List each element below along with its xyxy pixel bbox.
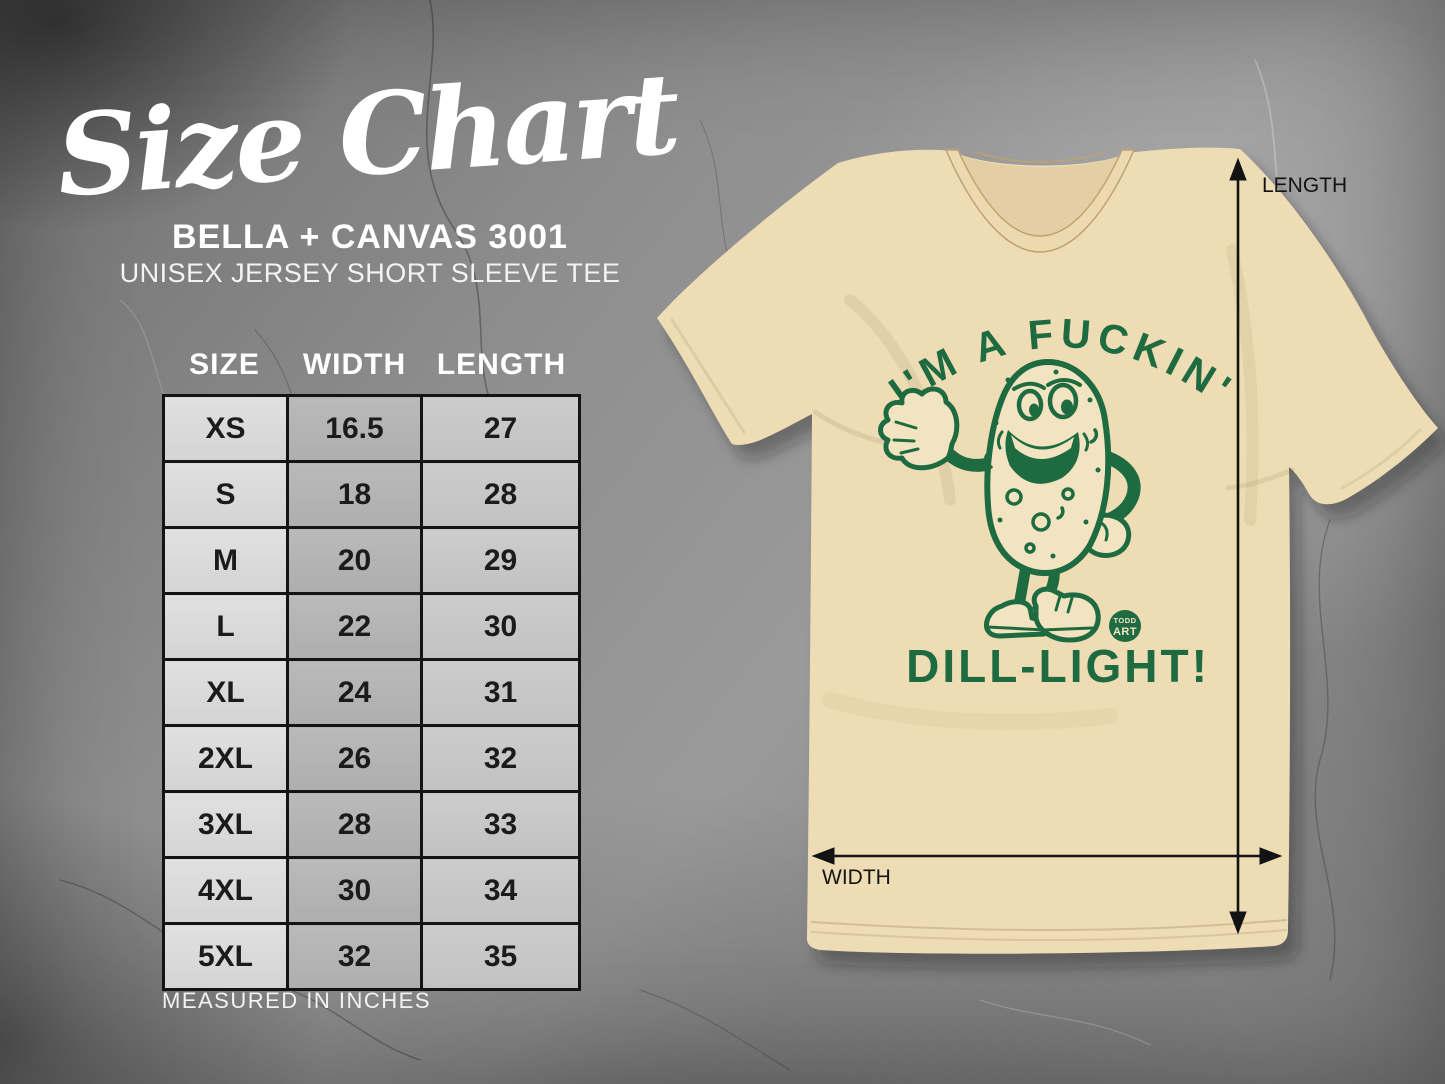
pickle-design: I'M A FUCKIN' — [878, 310, 1244, 692]
table-row: 3XL 28 33 — [162, 790, 581, 859]
table-row: S 18 28 — [162, 460, 581, 529]
pickle-mouth — [1005, 430, 1080, 484]
size-cell: 2XL — [162, 724, 289, 793]
column-header-width: WIDTH — [302, 348, 407, 381]
length-cell: 29 — [420, 526, 581, 595]
size-cell: S — [162, 460, 289, 529]
width-cell: 18 — [286, 460, 423, 529]
width-label: WIDTH — [822, 866, 891, 889]
svg-text:ART: ART — [1113, 626, 1137, 638]
table-row: XL 24 31 — [162, 658, 581, 727]
size-cell: XS — [162, 394, 289, 463]
fabric-wrinkles — [670, 244, 1422, 942]
pickle-hand — [878, 386, 960, 471]
length-cell: 28 — [420, 460, 581, 529]
table-row: XS 16.5 27 — [162, 394, 581, 463]
units-footnote: MEASURED IN INCHES — [162, 988, 432, 1013]
table-row: 4XL 30 34 — [162, 856, 581, 925]
collar — [944, 149, 1136, 253]
tshirt-mockup: I'M A FUCKIN' — [657, 147, 1445, 968]
size-cell: 3XL — [162, 790, 289, 859]
width-cell: 22 — [286, 592, 423, 661]
length-cell: 33 — [420, 790, 581, 859]
length-cell: 35 — [420, 922, 581, 991]
shirt-shadow — [667, 161, 1445, 968]
length-cell: 30 — [420, 592, 581, 661]
width-cell: 28 — [286, 790, 423, 859]
length-cell: 27 — [420, 394, 581, 463]
measurement-arrows: LENGTH WIDTH — [811, 157, 1347, 935]
width-cell: 20 — [286, 526, 423, 595]
size-table: XS 16.5 27 S 18 28 M 20 29 L 22 30 XL 24 31 2XL 26 32 3XL 2… — [162, 394, 581, 991]
width-cell: 16.5 — [286, 394, 423, 463]
product-subtitle: UNISEX JERSEY SHORT SLEEVE TEE — [119, 258, 621, 288]
size-cell: M — [162, 526, 289, 595]
length-cell: 31 — [420, 658, 581, 727]
width-cell: 32 — [286, 922, 423, 991]
column-header-length: LENGTH — [436, 348, 567, 381]
todd-art-badge: TODD ART — [1109, 610, 1141, 642]
size-cell: 5XL — [162, 922, 289, 991]
pickle-dots — [993, 369, 1101, 559]
table-row: M 20 29 — [162, 526, 581, 595]
pickle-body — [984, 359, 1112, 576]
design-arc-text: I'M A FUCKIN' — [881, 310, 1244, 414]
column-header-size: SIZE — [189, 348, 260, 381]
size-table-body: XS 16.5 27 S 18 28 M 20 29 L 22 30 XL 24 31 2XL 26 32 3XL 2… — [162, 394, 581, 991]
pickle-fist — [1081, 512, 1132, 558]
width-cell: 30 — [286, 856, 423, 925]
pickle-shoe-front — [1031, 586, 1101, 643]
pickle-shoe-back — [984, 599, 1048, 639]
length-cell: 32 — [420, 724, 581, 793]
design-bottom-text: DILL-LIGHT! — [906, 640, 1210, 692]
length-label: LENGTH — [1262, 174, 1347, 197]
table-row: 5XL 32 35 — [162, 922, 581, 991]
table-row: L 22 30 — [162, 592, 581, 661]
width-cell: 26 — [286, 724, 423, 793]
table-row: 2XL 26 32 — [162, 724, 581, 793]
size-cell: 4XL — [162, 856, 289, 925]
size-table-header: SIZE WIDTH LENGTH — [162, 348, 581, 382]
brand-subtitle: BELLA + CANVAS 3001 — [172, 218, 568, 256]
tshirt-body — [657, 147, 1438, 954]
size-cell: XL — [162, 658, 289, 727]
size-cell: L — [162, 592, 289, 661]
width-cell: 24 — [286, 658, 423, 727]
svg-text:TODD: TODD — [1113, 616, 1136, 625]
length-cell: 34 — [420, 856, 581, 925]
